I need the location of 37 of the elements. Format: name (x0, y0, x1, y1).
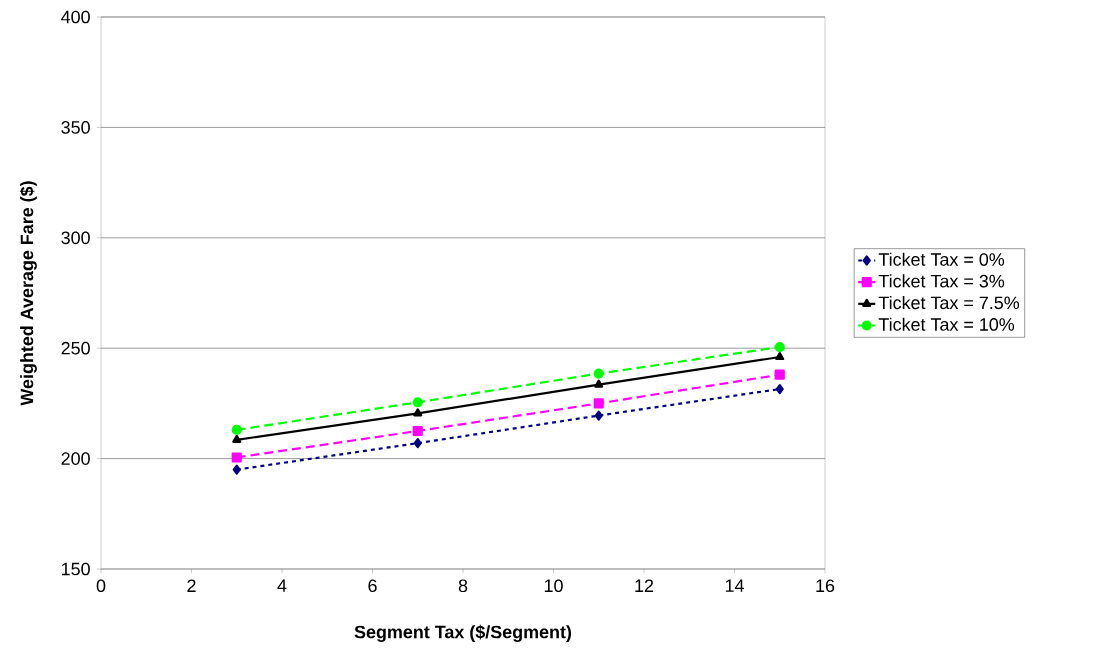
point (232, 464, 241, 475)
point (231, 452, 242, 463)
y-tick-label: 400 (61, 10, 90, 24)
point (593, 398, 604, 409)
point (774, 369, 785, 380)
y-tick-label: 200 (61, 452, 90, 465)
x-axis-title: Segment Tax ($/Segment) (354, 624, 572, 642)
point (232, 434, 242, 443)
x-tick-label: 14 (725, 579, 744, 592)
point (413, 408, 423, 417)
legend-label: Ticket Tax = 3% (878, 274, 1005, 288)
point (774, 342, 785, 353)
point (413, 438, 422, 449)
x-tick-label: 10 (544, 579, 563, 593)
legend-label: Ticket Tax = 0% (878, 252, 1005, 266)
x-tick-label: 8 (458, 579, 468, 593)
point (594, 410, 603, 421)
x-tick-label: 12 (635, 579, 654, 592)
point (412, 425, 423, 437)
y-tick-label: 250 (61, 341, 90, 355)
point (775, 351, 785, 361)
x-tick-label: 16 (816, 579, 835, 593)
x-tick-label: 6 (368, 579, 377, 593)
legend-label: Ticket Tax = 10% (878, 317, 1015, 331)
point (594, 379, 604, 388)
y-tick-label: 300 (61, 231, 90, 245)
x-tick-label: 0 (96, 579, 106, 593)
point (775, 383, 784, 395)
y-axis-title: Weighted Average Fare ($) (19, 181, 37, 406)
y-tick-label: 350 (61, 121, 90, 134)
point (593, 368, 604, 379)
point (412, 397, 423, 408)
point (231, 424, 242, 435)
x-tick-label: 4 (277, 579, 287, 592)
legend-label: Ticket Tax = 7.5% (878, 295, 1020, 310)
y-tick-label: 150 (62, 562, 90, 576)
x-tick-label: 2 (187, 579, 196, 592)
